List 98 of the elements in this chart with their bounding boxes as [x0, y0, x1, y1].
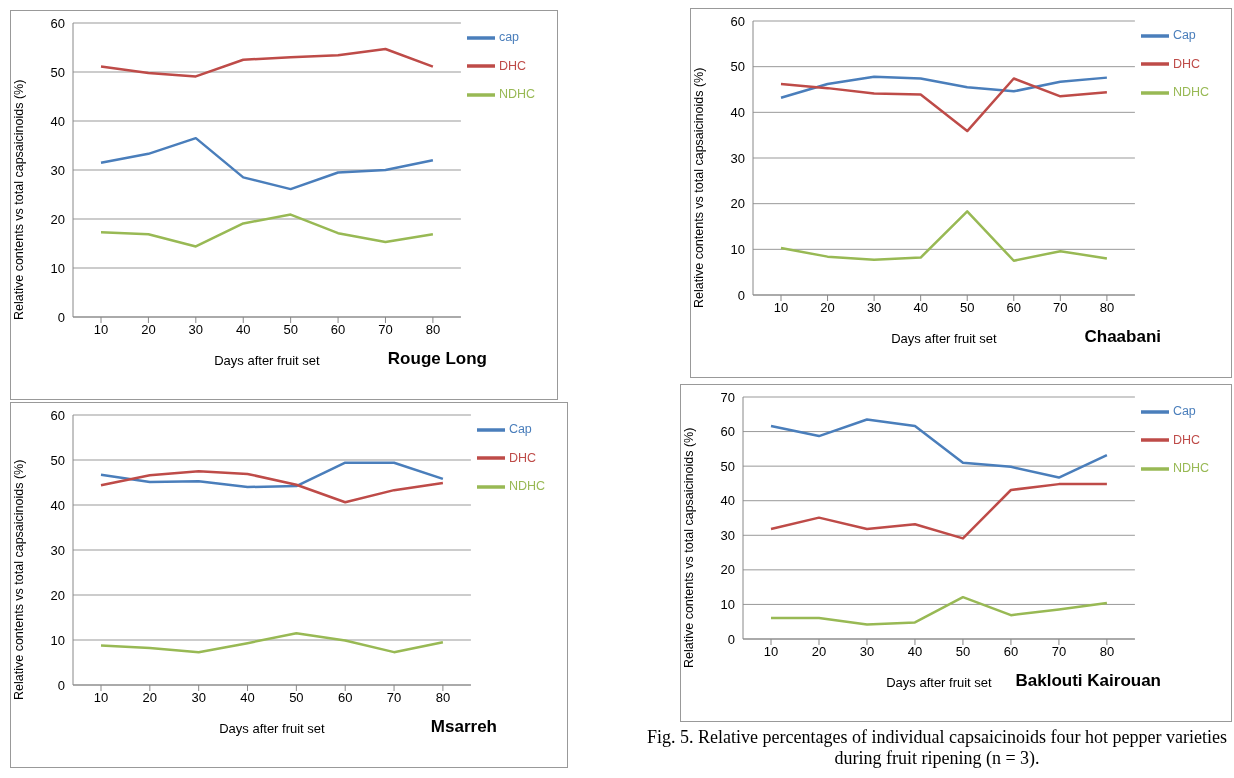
x-tick-label: 50: [959, 300, 975, 316]
text: Msarreh: [430, 717, 497, 737]
legend-label: Cap: [508, 422, 532, 436]
x-tick-label: 70: [1051, 644, 1067, 660]
x-tick-label: 20: [142, 690, 158, 706]
line-series: [769, 482, 1109, 540]
x-tick-label: 40: [907, 644, 923, 660]
y-axis-title: Relative contents vs total capsaicinoids (%): [682, 427, 697, 668]
x-tick-label: 60: [1003, 644, 1019, 660]
x-tick-label: 50: [289, 690, 304, 706]
y-tick-label: 30: [720, 527, 735, 543]
legend-label: Cap: [1172, 404, 1196, 418]
legend-label: DHC: [1172, 432, 1200, 447]
x-tick-label: 30: [859, 644, 875, 660]
x-tick-label: 60: [330, 322, 346, 338]
x-tick-label: 20: [141, 322, 156, 338]
y-tick-label: 0: [737, 287, 745, 303]
line-series: [99, 470, 445, 504]
y-tick-label: 60: [50, 15, 65, 31]
legend-label: NDHC: [1172, 85, 1209, 100]
legend-label: DHC: [498, 58, 526, 73]
y-tick-label: 20: [50, 211, 65, 227]
line-series: [769, 595, 1109, 626]
legend-label: NDHC: [508, 479, 545, 494]
legend-label: DHC: [1172, 56, 1200, 71]
y-tick-label: 0: [727, 631, 735, 647]
line-series: [99, 213, 435, 248]
y-tick-label: 60: [730, 13, 745, 29]
x-tick-label: 20: [820, 300, 835, 316]
caption: Fig. 5. Relative percentages of individual capsaicinoids four hot pepper varieties during fruit ripening (n = 3).: [646, 727, 1228, 769]
legend-label: NDHC: [498, 87, 535, 102]
y-axis-title: Relative contents vs total capsaicinoids (%): [12, 459, 27, 700]
y-tick-label: 30: [730, 150, 745, 166]
y-tick-label: 40: [720, 493, 735, 509]
y-tick-label: 20: [50, 587, 65, 603]
x-tick-label: 10: [773, 300, 789, 316]
line-series: [99, 632, 445, 654]
x-tick-label: 80: [1099, 300, 1115, 316]
y-axis-title: Relative contents vs total capsaicinoids (%): [692, 67, 707, 308]
x-tick-label: 60: [337, 690, 353, 706]
text: Chaabani: [1084, 327, 1161, 347]
y-tick-label: 20: [720, 562, 735, 578]
legend-label: cap: [498, 30, 520, 44]
x-tick-label: 10: [763, 644, 779, 660]
y-tick-label: 50: [730, 59, 745, 75]
y-tick-label: 50: [50, 64, 65, 80]
line-series: [779, 75, 1109, 99]
x-tick-label: 20: [811, 644, 827, 660]
x-tick-label: 80: [1099, 644, 1115, 660]
line-series: [779, 77, 1109, 133]
x-tick-label: 80: [425, 322, 441, 338]
line-series: [769, 418, 1109, 479]
legend-label: NDHC: [1172, 461, 1209, 476]
y-tick-label: 10: [730, 241, 745, 257]
x-tick-label: 70: [378, 322, 393, 338]
line-series: [779, 210, 1109, 262]
y-tick-label: 20: [730, 196, 745, 212]
y-tick-label: 0: [57, 677, 65, 693]
x-axis-title: Days after fruit set: [891, 331, 998, 346]
x-tick-label: 50: [955, 644, 971, 660]
y-tick-label: 50: [50, 452, 65, 468]
y-tick-label: 10: [50, 632, 65, 648]
x-tick-label: 40: [240, 690, 255, 706]
y-tick-label: 10: [720, 597, 735, 613]
y-tick-label: 60: [720, 424, 735, 440]
x-tick-label: 10: [93, 690, 109, 706]
x-axis-title: Days after fruit set: [219, 721, 326, 736]
text: Baklouti Kairouan: [1015, 671, 1161, 691]
y-tick-label: 40: [50, 497, 65, 513]
y-tick-label: 60: [50, 407, 65, 423]
x-axis-title: Days after fruit set: [886, 675, 993, 690]
x-tick-label: 70: [1053, 300, 1068, 316]
x-tick-label: 10: [93, 322, 109, 338]
line-series: [99, 461, 445, 489]
x-tick-label: 70: [386, 690, 402, 706]
x-tick-label: 30: [191, 690, 206, 706]
y-tick-label: 50: [720, 458, 735, 474]
y-tick-label: 40: [730, 104, 745, 120]
y-tick-label: 0: [57, 309, 65, 325]
x-tick-label: 50: [283, 322, 298, 338]
legend-label: Cap: [1172, 28, 1196, 42]
text: Rouge Long: [387, 349, 487, 369]
y-tick-label: 30: [50, 162, 65, 178]
x-tick-label: 60: [1006, 300, 1022, 316]
x-tick-label: 40: [236, 322, 251, 338]
y-axis-title: Relative contents vs total capsaicinoids (%): [12, 79, 27, 320]
legend-label: DHC: [508, 450, 536, 465]
x-axis-title: Days after fruit set: [214, 353, 321, 368]
line-series: [99, 47, 435, 78]
line-series: [99, 136, 435, 191]
x-tick-label: 30: [188, 322, 204, 338]
y-tick-label: 10: [50, 260, 65, 276]
x-tick-label: 80: [435, 690, 451, 706]
x-tick-label: 30: [866, 300, 882, 316]
x-tick-label: 40: [913, 300, 928, 316]
y-tick-label: 70: [720, 389, 735, 405]
y-tick-label: 40: [50, 113, 65, 129]
y-tick-label: 30: [50, 542, 65, 558]
